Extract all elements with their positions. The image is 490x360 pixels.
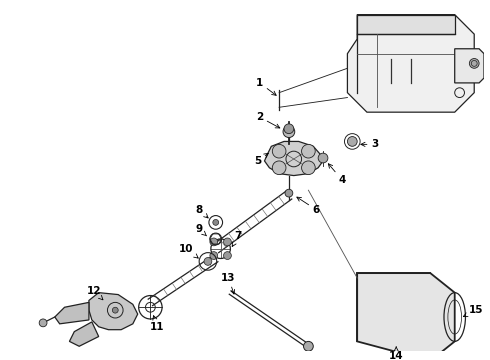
Circle shape (112, 307, 118, 313)
Polygon shape (89, 293, 138, 330)
Text: 1: 1 (256, 78, 276, 95)
Circle shape (213, 220, 219, 225)
Circle shape (272, 161, 286, 175)
Text: 12: 12 (87, 286, 103, 300)
Text: 13: 13 (221, 273, 236, 294)
Text: 4: 4 (328, 164, 346, 185)
Text: 15: 15 (464, 305, 484, 316)
Polygon shape (365, 281, 422, 334)
Circle shape (318, 153, 328, 163)
Circle shape (347, 136, 357, 146)
Circle shape (301, 161, 315, 175)
Text: 6: 6 (297, 197, 320, 215)
Polygon shape (347, 15, 474, 112)
Polygon shape (357, 273, 430, 341)
Polygon shape (357, 15, 455, 34)
Text: 11: 11 (150, 316, 165, 332)
Circle shape (283, 126, 295, 138)
Circle shape (210, 238, 218, 246)
Text: 7: 7 (232, 231, 242, 247)
Polygon shape (357, 273, 455, 360)
Circle shape (285, 189, 293, 197)
Polygon shape (455, 49, 484, 83)
Circle shape (204, 257, 212, 265)
Circle shape (303, 341, 313, 351)
Text: 10: 10 (179, 244, 198, 258)
Polygon shape (70, 322, 98, 346)
Text: 3: 3 (361, 139, 378, 149)
Circle shape (223, 238, 231, 246)
Polygon shape (265, 141, 323, 176)
Text: 5: 5 (254, 153, 269, 166)
Circle shape (210, 252, 218, 260)
Polygon shape (55, 302, 89, 324)
Text: 2: 2 (256, 112, 280, 128)
Circle shape (39, 319, 47, 327)
Circle shape (301, 144, 315, 158)
Text: 8: 8 (196, 205, 208, 218)
Circle shape (284, 124, 294, 134)
Text: 9: 9 (196, 224, 207, 236)
Circle shape (272, 144, 286, 158)
Circle shape (469, 59, 479, 68)
Circle shape (223, 252, 231, 260)
Text: 14: 14 (389, 347, 403, 360)
